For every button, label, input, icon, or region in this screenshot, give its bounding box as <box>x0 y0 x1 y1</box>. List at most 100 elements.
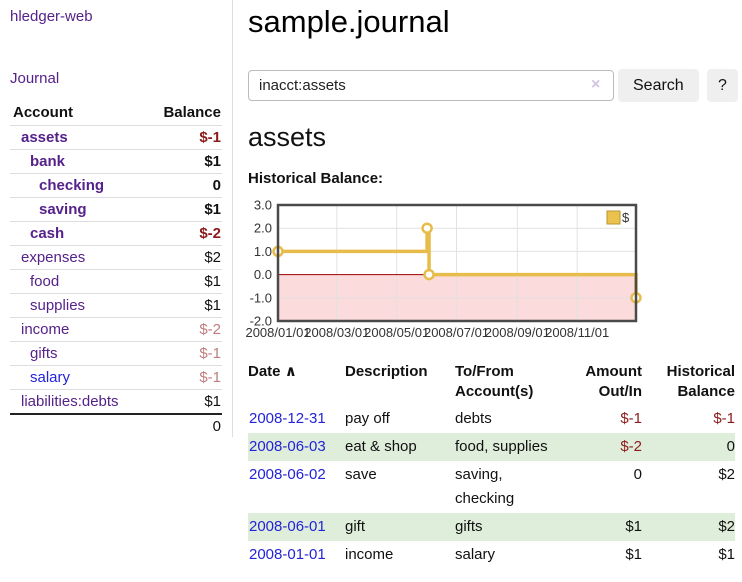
register-header-description: Description <box>345 363 428 380</box>
account-link[interactable]: bank <box>30 153 66 170</box>
accounts-header-account: Account <box>10 101 146 126</box>
account-row: assets $-1 <box>10 125 222 150</box>
accounts-header-balance: Balance <box>145 101 222 126</box>
sidebar-divider <box>232 0 233 437</box>
sidebar-item-journal[interactable]: Journal <box>10 70 60 87</box>
account-link[interactable]: saving <box>39 201 87 218</box>
register-header-accounts: To/From Account(s) <box>455 363 534 400</box>
register-row: 2008-01-01 income salary $1 $1 <box>248 541 735 569</box>
svg-text:3.0: 3.0 <box>254 198 272 213</box>
search-form: × Search ? <box>248 69 738 103</box>
account-row: saving $1 <box>10 197 222 222</box>
account-row: income $-2 <box>10 317 222 342</box>
transaction-accounts: gifts <box>455 518 483 535</box>
transaction-description: save <box>345 466 377 483</box>
account-row: supplies $1 <box>10 293 222 318</box>
svg-text:0.0: 0.0 <box>254 267 272 282</box>
transaction-accounts: debts <box>455 410 492 427</box>
account-link[interactable]: assets <box>21 129 68 146</box>
account-row: food $1 <box>10 269 222 294</box>
accounts-total-row: 0 <box>10 413 222 438</box>
transaction-date-link[interactable]: 2008-12-31 <box>249 410 326 427</box>
svg-text:2008/09/01: 2008/09/01 <box>485 325 550 340</box>
account-link[interactable]: expenses <box>21 249 86 266</box>
app-brand-link[interactable]: hledger-web <box>10 8 93 25</box>
account-link[interactable]: supplies <box>30 297 86 314</box>
account-link[interactable]: income <box>21 321 70 338</box>
transaction-amount: $-1 <box>620 410 642 427</box>
account-balance: $1 <box>145 149 222 174</box>
svg-text:1.0: 1.0 <box>254 244 272 259</box>
transaction-amount: 0 <box>633 466 642 483</box>
account-row: cash $-2 <box>10 221 222 246</box>
accounts-header-row: Account Balance <box>10 101 222 126</box>
account-link[interactable]: checking <box>39 177 105 194</box>
transaction-balance: $2 <box>718 466 735 483</box>
account-heading: assets <box>248 122 327 152</box>
account-row: bank $1 <box>10 149 222 174</box>
svg-text:2008/05/01: 2008/05/01 <box>364 325 429 340</box>
account-link[interactable]: liabilities:debts <box>21 393 119 410</box>
help-button[interactable]: ? <box>707 69 738 102</box>
transaction-description: gift <box>345 518 366 535</box>
register-header-balance: Historical Balance <box>666 363 735 400</box>
account-balance: $-1 <box>145 125 222 150</box>
account-row: liabilities:debts $1 <box>10 389 222 415</box>
transaction-date-link[interactable]: 2008-06-03 <box>249 438 326 455</box>
register-header-amount: Amount Out/In <box>585 363 642 400</box>
transaction-balance: $-1 <box>713 410 735 427</box>
transaction-accounts: saving, checking <box>455 466 515 507</box>
svg-text:2.0: 2.0 <box>254 221 272 236</box>
account-balance: 0 <box>145 173 222 198</box>
account-balance: $-2 <box>145 221 222 246</box>
account-balance: $1 <box>145 269 222 294</box>
transaction-description: income <box>345 546 394 563</box>
account-balance: $-1 <box>145 365 222 390</box>
search-input[interactable] <box>248 70 614 101</box>
svg-text:2008/03/01: 2008/03/01 <box>304 325 369 340</box>
accounts-total-value: 0 <box>145 413 222 438</box>
transaction-balance: $2 <box>718 518 735 535</box>
svg-text:2008/01/01: 2008/01/01 <box>245 325 310 340</box>
transaction-balance: $1 <box>718 546 735 563</box>
svg-text:-1.0: -1.0 <box>250 290 272 305</box>
account-balance: $-1 <box>145 341 222 366</box>
register-row: 2008-06-03 eat & shop food, supplies $-2… <box>248 433 735 461</box>
account-row: gifts $-1 <box>10 341 222 366</box>
historical-balance-chart: $3.0 2.0 1.0 0.0 -1.0 -2.0 2008/01/01 2008/03/0… <box>245 198 718 343</box>
register-header-date[interactable]: Date ∧ <box>248 362 345 405</box>
account-link[interactable]: cash <box>30 225 65 242</box>
main-content: sample.journal × Search ? assets Histori… <box>245 0 738 582</box>
clear-search-icon[interactable]: × <box>591 76 601 93</box>
account-link[interactable]: food <box>30 273 60 290</box>
transaction-date-link[interactable]: 2008-06-01 <box>249 518 326 535</box>
svg-text:2008/11/01: 2008/11/01 <box>545 325 609 340</box>
svg-text:$: $ <box>622 210 630 225</box>
register-header-row: Date ∧ Description To/From Account(s) Am… <box>248 362 735 405</box>
register-row: 2008-12-31 pay off debts $-1 $-1 <box>248 405 735 433</box>
transaction-date-link[interactable]: 2008-06-02 <box>249 466 326 483</box>
transaction-description: eat & shop <box>345 438 417 455</box>
search-button[interactable]: Search <box>618 69 699 102</box>
account-balance: $2 <box>145 245 222 270</box>
account-link[interactable]: salary <box>30 369 71 386</box>
sort-ascending-icon: ∧ <box>284 363 297 380</box>
account-balance: $1 <box>145 293 222 318</box>
date-header-label: Date <box>248 363 281 380</box>
account-balance: $1 <box>145 389 222 415</box>
svg-text:2008/07/01: 2008/07/01 <box>424 325 489 340</box>
transaction-amount: $1 <box>625 518 642 535</box>
account-balance: $1 <box>145 197 222 222</box>
transaction-balance: 0 <box>726 438 735 455</box>
transaction-accounts: salary <box>455 546 496 563</box>
transaction-date-link[interactable]: 2008-01-01 <box>249 546 326 563</box>
register-row: 2008-06-01 gift gifts $1 $2 <box>248 513 735 541</box>
account-row: checking 0 <box>10 173 222 198</box>
page-title: sample.journal <box>248 4 450 39</box>
transaction-amount: $1 <box>625 546 642 563</box>
register-row: 2008-06-02 save saving, checking 0 $2 <box>248 461 735 513</box>
transaction-accounts: food, supplies <box>455 438 548 455</box>
account-link[interactable]: gifts <box>30 345 58 362</box>
account-row: expenses $2 <box>10 245 222 270</box>
register-table: Date ∧ Description To/From Account(s) Am… <box>248 362 735 569</box>
